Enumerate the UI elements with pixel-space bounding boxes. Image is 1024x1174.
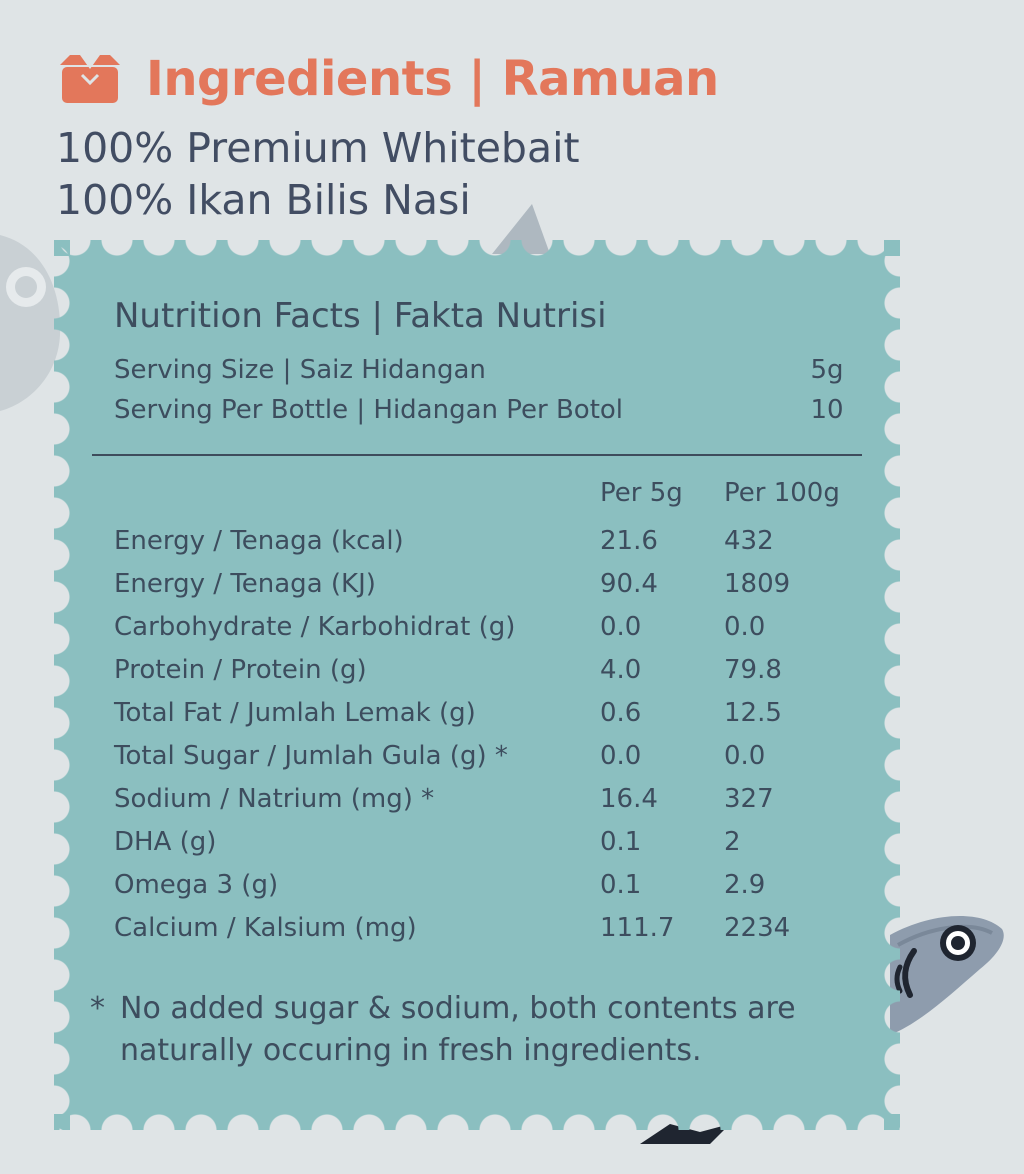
- value-per-5g: 111.7: [600, 913, 675, 943]
- box-icon: [60, 55, 120, 103]
- value-per-100g: 0.0: [724, 612, 766, 642]
- fish-illustration: [890, 916, 1004, 1035]
- value-per-5g: 90.4: [600, 569, 658, 599]
- value-per-100g: 2: [724, 827, 741, 857]
- ingredient-line-en: 100% Premium Whitebait: [56, 124, 580, 172]
- value-per-5g: 0.1: [600, 870, 642, 900]
- title-row: Ingredients | Ramuan: [56, 44, 719, 114]
- serving-size-label: Serving Size | Saiz Hidangan: [114, 355, 486, 385]
- table-header: Per 5g Per 100g: [114, 472, 874, 516]
- ingredient-line-ms: 100% Ikan Bilis Nasi: [56, 176, 471, 224]
- nutrition-title: Nutrition Facts | Fakta Nutrisi: [114, 296, 607, 336]
- table-row: Protein / Protein (g) 4.0 79.8: [114, 649, 874, 692]
- nutrition-card: Nutrition Facts | Fakta Nutrisi Serving …: [54, 240, 900, 1130]
- value-per-5g: 0.0: [600, 612, 642, 642]
- nutrient-name: DHA (g): [114, 827, 217, 857]
- nutrient-name: Omega 3 (g): [114, 870, 279, 900]
- table-row: Calcium / Kalsium (mg) 111.7 2234: [114, 907, 874, 950]
- servings-label: Serving Per Bottle | Hidangan Per Botol: [114, 395, 624, 425]
- nutrient-name: Total Fat / Jumlah Lemak (g): [114, 698, 476, 728]
- value-per-100g: 12.5: [724, 698, 782, 728]
- footnote: * No added sugar & sodium, both contents…: [90, 988, 880, 1072]
- table-row: Energy / Tenaga (kcal) 21.6 432: [114, 520, 874, 563]
- table-row: Sodium / Natrium (mg) * 16.4 327: [114, 778, 874, 821]
- value-per-100g: 0.0: [724, 741, 766, 771]
- column-header-per-5g: Per 5g: [600, 478, 683, 508]
- value-per-100g: 2.9: [724, 870, 766, 900]
- table-row: Total Fat / Jumlah Lemak (g) 0.6 12.5: [114, 692, 874, 735]
- value-per-5g: 0.1: [600, 827, 642, 857]
- servings-value: 10: [810, 395, 844, 425]
- page-title: Ingredients | Ramuan: [146, 51, 719, 107]
- divider: [92, 454, 862, 456]
- table-row: Carbohydrate / Karbohidrat (g) 0.0 0.0: [114, 606, 874, 649]
- value-per-100g: 432: [724, 526, 774, 556]
- value-per-100g: 1809: [724, 569, 791, 599]
- value-per-5g: 21.6: [600, 526, 658, 556]
- servings-row: Serving Per Bottle | Hidangan Per Botol …: [114, 390, 862, 430]
- serving-size-row: Serving Size | Saiz Hidangan 5g: [114, 350, 862, 390]
- value-per-5g: 0.6: [600, 698, 642, 728]
- value-per-100g: 79.8: [724, 655, 782, 685]
- value-per-100g: 2234: [724, 913, 791, 943]
- table-row: Omega 3 (g) 0.1 2.9: [114, 864, 874, 907]
- column-header-per-100g: Per 100g: [724, 478, 840, 508]
- nutrient-name: Total Sugar / Jumlah Gula (g) *: [114, 741, 508, 771]
- value-per-5g: 0.0: [600, 741, 642, 771]
- table-row: Energy / Tenaga (KJ) 90.4 1809: [114, 563, 874, 606]
- nutrition-table: Per 5g Per 100g Energy / Tenaga (kcal) 21…: [114, 472, 874, 950]
- footnote-marker: *: [90, 991, 105, 1026]
- value-per-5g: 16.4: [600, 784, 658, 814]
- value-per-100g: 327: [724, 784, 774, 814]
- nutrient-name: Calcium / Kalsium (mg): [114, 913, 417, 943]
- nutrition-header: Nutrition Facts | Fakta Nutrisi Serving …: [114, 294, 862, 430]
- table-row: Total Sugar / Jumlah Gula (g) * 0.0 0.0: [114, 735, 874, 778]
- nutrient-name: Protein / Protein (g): [114, 655, 367, 685]
- serving-size-value: 5g: [810, 355, 844, 385]
- value-per-5g: 4.0: [600, 655, 642, 685]
- nutrient-name: Sodium / Natrium (mg) *: [114, 784, 435, 814]
- footnote-text: No added sugar & sodium, both contents a…: [120, 991, 796, 1068]
- nutrient-name: Energy / Tenaga (KJ): [114, 569, 376, 599]
- table-row: DHA (g) 0.1 2: [114, 821, 874, 864]
- fish-illustration-left: [0, 235, 61, 411]
- nutrient-name: Carbohydrate / Karbohidrat (g): [114, 612, 516, 642]
- nutrient-name: Energy / Tenaga (kcal): [114, 526, 404, 556]
- header: Ingredients | Ramuan 100% Premium Whiteb…: [56, 44, 719, 226]
